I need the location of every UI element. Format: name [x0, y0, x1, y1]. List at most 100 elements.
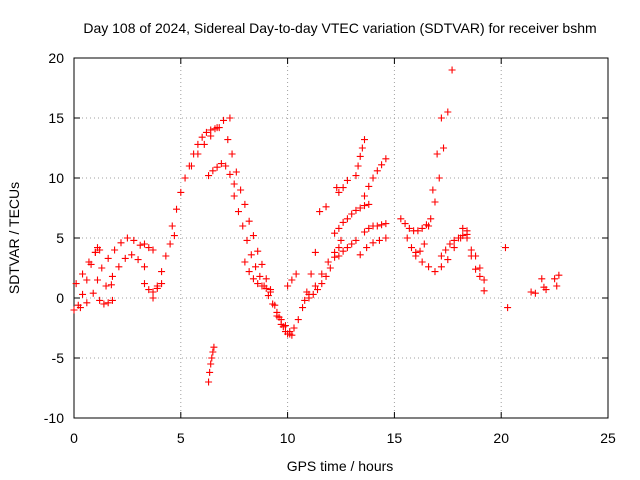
- data-point: [98, 264, 106, 272]
- data-point: [262, 284, 270, 292]
- data-point: [230, 192, 238, 200]
- data-point: [269, 300, 277, 308]
- data-point: [249, 275, 257, 283]
- data-point: [553, 282, 561, 290]
- data-point: [93, 276, 101, 284]
- data-point: [220, 116, 228, 124]
- series-seg-aj: [527, 288, 539, 297]
- data-point: [501, 244, 509, 252]
- data-point: [108, 296, 116, 304]
- x-axis-label: GPS time / hours: [287, 458, 394, 474]
- data-point: [102, 282, 110, 290]
- data-point: [335, 252, 343, 260]
- data-point: [352, 236, 360, 244]
- data-point: [245, 268, 253, 276]
- data-point: [322, 203, 330, 211]
- data-point: [145, 244, 153, 252]
- data-point: [538, 275, 546, 283]
- data-point: [210, 343, 218, 351]
- data-point: [442, 246, 450, 254]
- data-point: [429, 186, 437, 194]
- data-point: [331, 248, 339, 256]
- data-point: [288, 276, 296, 284]
- data-point: [365, 182, 373, 190]
- series-seg-k: [187, 114, 234, 170]
- data-point: [431, 268, 439, 276]
- series-seg-ad: [403, 114, 445, 256]
- series-seg-ak: [538, 275, 550, 294]
- data-point: [382, 234, 390, 242]
- data-point: [245, 217, 253, 225]
- data-point: [262, 275, 270, 283]
- data-point: [226, 114, 234, 122]
- data-point: [234, 208, 242, 216]
- series-seg-ag: [459, 224, 488, 284]
- data-point: [339, 184, 347, 192]
- data-point: [316, 208, 324, 216]
- data-point: [418, 224, 426, 232]
- series-seg-r: [284, 270, 300, 290]
- data-point: [111, 246, 119, 254]
- data-point: [130, 236, 138, 244]
- data-point: [414, 227, 422, 235]
- data-point: [96, 296, 104, 304]
- data-point: [326, 264, 334, 272]
- data-point: [170, 232, 178, 240]
- data-point: [230, 180, 238, 188]
- data-point: [301, 296, 309, 304]
- data-point: [281, 322, 289, 330]
- data-point: [226, 170, 234, 178]
- data-point: [369, 174, 377, 182]
- series-seg-j: [168, 124, 223, 230]
- data-point: [168, 222, 176, 230]
- data-point: [158, 280, 166, 288]
- data-point: [249, 232, 257, 240]
- data-point: [412, 252, 420, 260]
- data-point: [375, 236, 383, 244]
- data-point: [145, 286, 153, 294]
- data-point: [311, 282, 319, 290]
- data-point: [472, 265, 480, 273]
- data-point: [187, 162, 195, 170]
- y-tick-label: 5: [56, 230, 64, 246]
- data-point: [335, 188, 343, 196]
- data-point: [307, 270, 315, 278]
- data-point: [247, 251, 255, 259]
- data-point: [254, 280, 262, 288]
- data-point: [425, 263, 433, 271]
- data-point: [318, 280, 326, 288]
- data-point: [446, 240, 454, 248]
- data-point: [208, 354, 216, 362]
- data-point: [542, 286, 550, 294]
- data-point: [450, 236, 458, 244]
- data-point: [89, 289, 97, 297]
- data-point: [403, 234, 411, 242]
- y-tick-label: 10: [48, 170, 64, 186]
- data-point: [311, 248, 319, 256]
- series-seg-c: [76, 276, 101, 312]
- series-seg-af: [437, 230, 471, 260]
- data-point: [108, 272, 116, 280]
- data-point: [277, 320, 285, 328]
- data-point: [166, 240, 174, 248]
- data-point: [416, 247, 424, 255]
- data-point: [407, 244, 415, 252]
- data-point: [91, 248, 99, 256]
- data-point: [318, 270, 326, 278]
- y-tick-label: -10: [44, 410, 64, 426]
- data-point: [200, 140, 208, 148]
- data-point: [264, 292, 272, 300]
- data-point: [254, 247, 262, 255]
- x-axis: 0 5 10 15 20 25: [70, 58, 616, 446]
- series-seg-v: [331, 200, 373, 237]
- data-point: [213, 124, 221, 132]
- data-point: [354, 162, 362, 170]
- x-tick-label: 10: [280, 430, 296, 446]
- x-tick-label: 5: [177, 430, 185, 446]
- data-point: [140, 263, 148, 271]
- series-seg-e: [98, 234, 144, 272]
- data-point: [363, 244, 371, 252]
- data-point: [551, 275, 559, 283]
- series-seg-y: [352, 136, 368, 180]
